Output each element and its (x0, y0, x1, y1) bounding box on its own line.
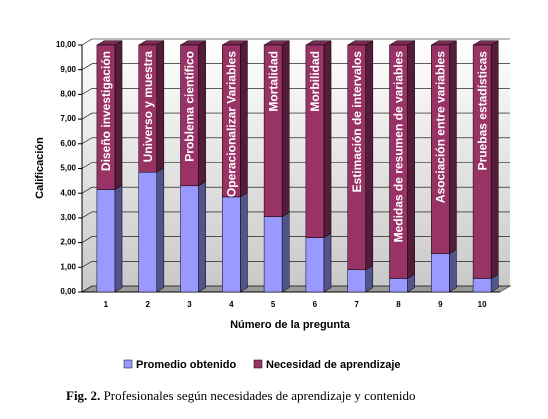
bar-side (323, 232, 332, 293)
x-tick-label: 9 (438, 300, 443, 309)
bar (222, 44, 241, 198)
bar (472, 44, 492, 279)
bar (389, 278, 408, 293)
bar-side (365, 40, 374, 271)
bar (222, 196, 241, 293)
x-tick-label: 10 (478, 300, 487, 309)
caption: Fig. 2. Profesionales según necesidades … (66, 388, 415, 403)
bar (96, 189, 116, 293)
bar-side (407, 40, 415, 279)
bar (180, 185, 199, 293)
bar-label: Operacionalizar Variables (224, 51, 238, 197)
y-tick-label: 5,00 (60, 164, 76, 173)
bar (180, 44, 199, 187)
bar-label: Asociación entre variables (433, 51, 447, 203)
bar-side (240, 192, 248, 293)
bar-label: Problema científico (183, 51, 197, 162)
bar-side (114, 184, 123, 293)
bar-side (449, 248, 457, 293)
bar-side (156, 167, 165, 293)
bar-side (449, 40, 457, 255)
x-tick-label: 3 (187, 300, 192, 309)
legend-swatch (253, 359, 263, 369)
bar (263, 216, 283, 293)
bar (472, 278, 492, 293)
caption-text: Profesionales según necesidades de apren… (104, 388, 416, 403)
bar-label: Mortalidad (266, 51, 280, 112)
bar (389, 44, 408, 279)
bar-side (490, 40, 499, 279)
bar (138, 44, 157, 173)
bar-side (365, 265, 374, 293)
bar-label: Estimación de intervalos (350, 51, 364, 193)
bar-side (281, 211, 290, 293)
x-tick-label: 7 (354, 300, 359, 309)
bar-side (281, 40, 290, 218)
bar-side (198, 40, 206, 187)
bar-label: Diseño investigación (99, 51, 113, 171)
bar (431, 253, 450, 293)
x-tick-label: 5 (271, 300, 276, 309)
grid-line (81, 38, 510, 46)
bar (305, 237, 325, 293)
bar-label: Medidas de resumen de variables (392, 51, 406, 243)
bar (96, 44, 116, 190)
bar (347, 269, 366, 293)
bar (431, 44, 450, 254)
bar-label: Universo y muestra (141, 51, 155, 163)
bar-side (156, 40, 165, 173)
y-tick-label: 7,00 (60, 114, 76, 123)
bar (138, 171, 157, 293)
bar-side (323, 40, 332, 239)
legend: Promedio obtenido Necesidad de aprendizaj… (123, 359, 401, 371)
bar-side (240, 40, 248, 198)
plot-area: 0,00 1,00 2,00 3,00 4,00 5,00 6,00 7,00 8,00 9,00… (56, 38, 512, 309)
bar (263, 44, 283, 217)
x-tick-label: 2 (145, 300, 150, 309)
bar (305, 44, 325, 238)
y-tick-label: 1,00 (60, 262, 76, 271)
bar-label: Morbilidad (308, 51, 322, 112)
legend-label: Necesidad de aprendizaje (266, 359, 401, 371)
y-tick-label: 10,00 (56, 40, 77, 49)
x-axis-title: Número de la pregunta (230, 319, 351, 331)
y-axis-title: Calificación (34, 137, 46, 199)
y-tick-label: 2,00 (60, 238, 76, 247)
y-tick-label: 4,00 (60, 188, 76, 197)
bar-label: Pruebas estadísticas (475, 51, 489, 171)
y-tick-label: 0,00 (60, 287, 76, 296)
x-tick-label: 8 (396, 300, 401, 309)
y-tick-label: 9,00 (60, 65, 76, 74)
x-tick-label: 1 (104, 300, 109, 309)
bar-side (198, 181, 206, 293)
caption-label: Fig. 2. (66, 388, 100, 403)
bar-side (114, 40, 123, 190)
y-tick-label: 3,00 (60, 213, 76, 222)
y-tick-label: 6,00 (60, 139, 76, 148)
y-tick-label: 8,00 (60, 90, 76, 99)
x-tick-label: 4 (229, 300, 234, 309)
legend-swatch (123, 359, 133, 369)
legend-label: Promedio obtenido (136, 359, 237, 371)
bar (347, 44, 366, 271)
x-tick-label: 6 (313, 300, 318, 309)
